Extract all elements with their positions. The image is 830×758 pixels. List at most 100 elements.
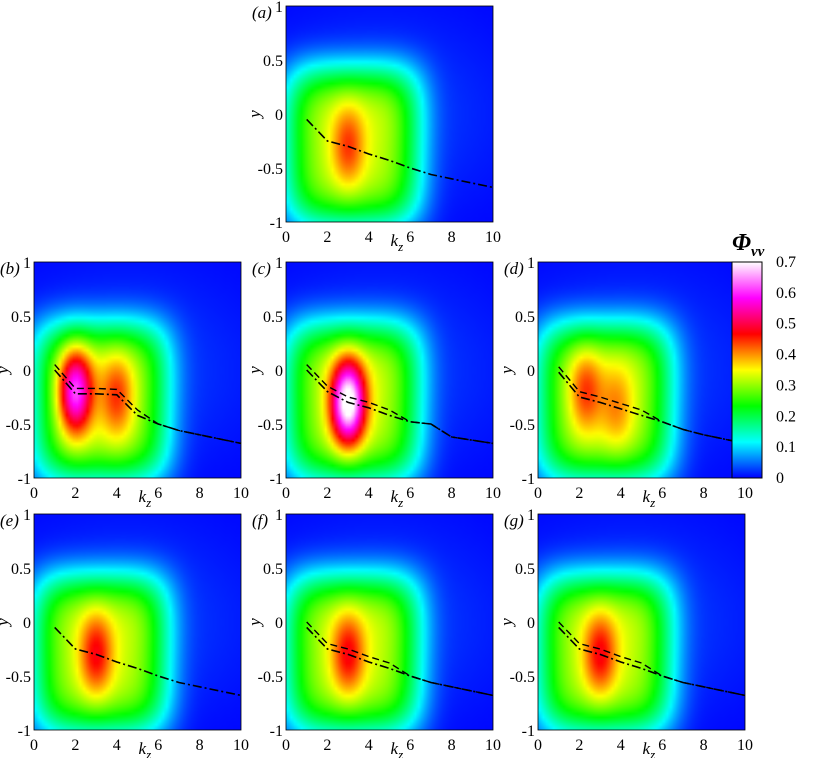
x-tick-label: 0 xyxy=(534,485,542,502)
x-tick-label: 2 xyxy=(575,485,583,502)
y-tick-label: -0.5 xyxy=(258,669,283,686)
colorbar-tick-label: 0.2 xyxy=(776,408,796,425)
x-tick-label: 4 xyxy=(365,737,373,754)
y-tick-label: 0 xyxy=(275,615,283,632)
x-tick-label: 6 xyxy=(658,737,666,754)
y-tick-label: 0.5 xyxy=(263,309,283,326)
x-tick-label: 10 xyxy=(485,485,501,502)
y-tick-label: -0.5 xyxy=(510,669,535,686)
colorbar-tick-label: 0.3 xyxy=(776,377,796,394)
y-tick-label: 1 xyxy=(23,255,31,272)
panel-label: (d) xyxy=(504,259,524,278)
x-tick-label: 6 xyxy=(406,737,414,754)
x-tick-label: 4 xyxy=(617,737,625,754)
plot-frame xyxy=(285,5,494,223)
colorbar: 0.7 0.6 0.5 0.4 0.3 0.2 0.1 0 Φvv xyxy=(731,230,796,487)
heatmap-image xyxy=(538,514,745,730)
x-axis-label: kz xyxy=(139,487,152,510)
y-tick-label: 0 xyxy=(527,363,535,380)
y-tick-label: 1 xyxy=(275,507,283,524)
y-tick-label: -1 xyxy=(270,215,283,232)
y-tick-label: 1 xyxy=(275,255,283,272)
y-tick-label: -0.5 xyxy=(510,417,535,434)
heatmap-image xyxy=(286,514,493,730)
x-tick-label: 8 xyxy=(196,485,204,502)
panel-d: 0 2 4 6 8 10 1 0.5 0 -0.5 -1 kz y (d) xyxy=(497,255,753,510)
x-tick-label: 0 xyxy=(534,737,542,754)
x-tick-label: 10 xyxy=(485,737,501,754)
panel-c: 0 2 4 6 8 10 1 0.5 0 -0.5 -1 kz y (c) xyxy=(245,255,501,510)
y-tick-label: 1 xyxy=(527,507,535,524)
y-tick-label: -1 xyxy=(270,723,283,740)
colorbar-tick-label: 0.5 xyxy=(776,316,796,333)
y-tick-label: 0.5 xyxy=(515,561,535,578)
x-tick-label: 8 xyxy=(196,737,204,754)
y-tick-label: 0 xyxy=(275,363,283,380)
x-tick-label: 0 xyxy=(30,485,38,502)
y-tick-label: 1 xyxy=(527,255,535,272)
x-tick-label: 2 xyxy=(575,737,583,754)
x-tick-label: 8 xyxy=(700,485,708,502)
x-tick-label: 4 xyxy=(365,485,373,502)
x-tick-label: 10 xyxy=(485,229,501,246)
panel-e: 0 2 4 6 8 10 1 0.5 0 -0.5 -1 kz y (e) xyxy=(0,507,249,758)
plot-frame xyxy=(537,513,746,731)
plot-frame xyxy=(285,261,494,479)
x-tick-label: 4 xyxy=(113,737,121,754)
colorbar-tick-label: 0.6 xyxy=(776,285,796,302)
y-tick-label: 0.5 xyxy=(263,561,283,578)
plot-frame xyxy=(285,513,494,731)
x-tick-label: 0 xyxy=(282,229,290,246)
plot-frame xyxy=(33,513,242,731)
y-axis-label: y xyxy=(245,110,264,120)
y-tick-label: 0 xyxy=(527,615,535,632)
dash-dot-curve xyxy=(558,371,746,445)
x-tick-label: 6 xyxy=(406,485,414,502)
y-axis-label: y xyxy=(245,618,264,628)
heatmap-image xyxy=(34,514,241,730)
panel-label: (a) xyxy=(252,3,272,22)
y-tick-label: 1 xyxy=(23,507,31,524)
heatmap-image xyxy=(34,262,241,478)
x-tick-label: 4 xyxy=(365,229,373,246)
panel-label: (c) xyxy=(252,259,271,278)
panel-label: (e) xyxy=(0,511,19,530)
panel-g: 0 2 4 6 8 10 1 0.5 0 -0.5 -1 kz y (g) xyxy=(497,507,753,758)
x-axis-label: kz xyxy=(391,487,404,510)
y-tick-label: 0.5 xyxy=(515,309,535,326)
colorbar-bar xyxy=(731,261,763,479)
y-axis-label: y xyxy=(245,366,264,376)
x-tick-label: 8 xyxy=(700,737,708,754)
colorbar-title: Φvv xyxy=(732,230,765,260)
x-tick-label: 2 xyxy=(323,485,331,502)
y-tick-label: 0 xyxy=(23,615,31,632)
heatmap-image xyxy=(286,262,493,478)
x-tick-label: 8 xyxy=(448,229,456,246)
y-axis-label: y xyxy=(497,618,516,628)
y-tick-label: 0 xyxy=(275,107,283,124)
y-tick-label: -0.5 xyxy=(6,417,31,434)
y-tick-label: -1 xyxy=(18,471,31,488)
x-tick-label: 10 xyxy=(737,737,753,754)
dashed-curve xyxy=(54,364,242,445)
y-axis-label: y xyxy=(497,366,516,376)
y-axis-label: y xyxy=(0,618,12,628)
x-tick-label: 10 xyxy=(233,485,249,502)
x-tick-label: 8 xyxy=(448,737,456,754)
y-tick-label: 0.5 xyxy=(11,561,31,578)
x-tick-label: 4 xyxy=(617,485,625,502)
x-axis-label: kz xyxy=(643,739,656,758)
plot-frame xyxy=(33,261,242,479)
dash-dot-curve xyxy=(306,118,494,189)
dash-dot-curve xyxy=(558,626,746,697)
panel-label: (b) xyxy=(0,259,20,278)
panel-a: 0 2 4 6 8 10 1 0.5 0 -0.5 -1 kz y (a) xyxy=(245,0,501,254)
colorbar-tick-label: 0.7 xyxy=(776,254,796,271)
y-tick-label: -1 xyxy=(18,723,31,740)
panel-f: 0 2 4 6 8 10 1 0.5 0 -0.5 -1 kz y (f) xyxy=(245,507,501,758)
y-tick-label: -0.5 xyxy=(6,669,31,686)
colorbar-tick-label: 0 xyxy=(776,470,784,487)
x-tick-label: 2 xyxy=(323,737,331,754)
y-tick-label: 1 xyxy=(275,0,283,16)
